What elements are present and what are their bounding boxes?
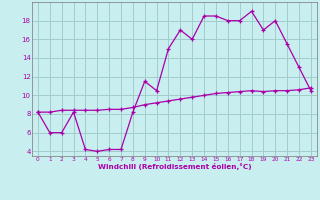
X-axis label: Windchill (Refroidissement éolien,°C): Windchill (Refroidissement éolien,°C) <box>98 163 251 170</box>
